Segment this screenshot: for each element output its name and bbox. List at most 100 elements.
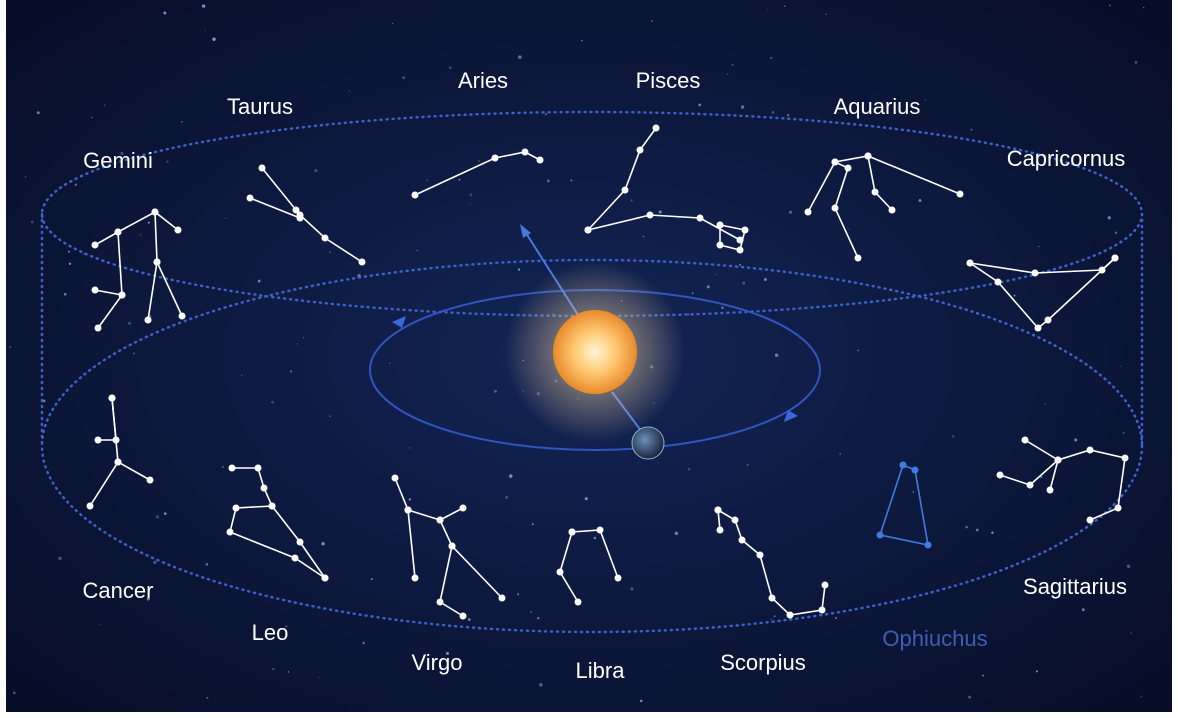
constellation-star [647,212,654,219]
star [206,697,208,699]
label: Pisces [636,68,701,93]
star [1115,232,1117,234]
star [839,453,841,455]
star [349,90,350,91]
label: Libra [576,658,626,683]
star [919,199,922,202]
star [976,529,979,532]
star [362,642,365,645]
constellation-star [717,527,724,534]
zodiac-illustration: Aries Pisces Taurus Aquarius Gemini Capr… [0,0,1178,718]
constellation-star [1022,437,1029,444]
star [426,180,428,182]
star [1074,438,1077,441]
constellation-star [261,485,268,492]
star [787,114,789,116]
constellation-star [227,529,234,536]
star [747,464,749,466]
constellation-star [1112,255,1119,262]
star [651,20,653,22]
star [350,706,351,707]
star [952,435,954,437]
star [1135,61,1138,64]
star [835,617,837,619]
star [857,350,859,352]
constellation-star [293,207,300,214]
constellation-star [229,465,236,472]
constellation-star [412,192,419,199]
star [545,113,547,115]
star [392,23,393,24]
constellation-star [537,157,544,164]
star [594,537,597,540]
constellation-star [737,247,744,254]
constellation-star [889,207,896,214]
star [91,117,92,118]
star [290,370,292,372]
constellation-star [805,209,812,216]
star [459,179,461,181]
constellation-star [872,189,879,196]
constellation-star [499,595,506,602]
star [771,619,773,621]
constellation-star [957,191,964,198]
star [69,263,71,265]
star [1127,565,1130,568]
star [581,40,583,42]
constellation-star [1087,517,1094,524]
star [202,4,205,7]
star [774,615,776,617]
star [509,474,512,477]
label: Aries [458,68,508,93]
star [329,251,331,253]
constellation-star [247,195,254,202]
star [640,700,643,703]
constellation-star [1045,317,1052,324]
constellation-star [95,437,102,444]
star [727,73,728,74]
star [764,278,767,281]
star [1082,608,1085,611]
constellation-star [392,475,399,482]
constellation-star [405,507,412,514]
constellation-star [492,155,499,162]
constellation-star [697,215,704,222]
star [99,624,100,625]
star [75,184,77,186]
constellation-star [819,607,826,614]
constellation-star [292,555,299,562]
label: Scorpius [720,650,806,675]
label: Taurus [227,94,293,119]
star [825,14,826,15]
constellation-star [145,317,152,324]
star [721,307,723,309]
star [770,57,772,59]
star [537,617,540,620]
star [272,668,274,670]
star [585,497,588,500]
constellation-star [259,165,266,172]
star [698,104,701,107]
star [222,466,224,468]
star [1014,295,1016,297]
constellation-star [115,459,122,466]
star [303,337,304,338]
star [409,498,411,500]
constellation-star [1032,270,1039,277]
constellation-star [865,153,872,160]
constellation-star [1087,447,1094,454]
star [417,250,418,251]
star [659,210,662,213]
star [692,292,694,294]
label: Virgo [412,650,463,675]
star [518,268,520,270]
star [104,105,105,106]
star [205,30,206,31]
constellation-star [154,259,161,266]
star [128,322,131,325]
constellation-star [1055,457,1062,464]
star [631,199,633,201]
star [530,611,532,613]
constellation-star [152,209,159,216]
star [318,677,319,678]
